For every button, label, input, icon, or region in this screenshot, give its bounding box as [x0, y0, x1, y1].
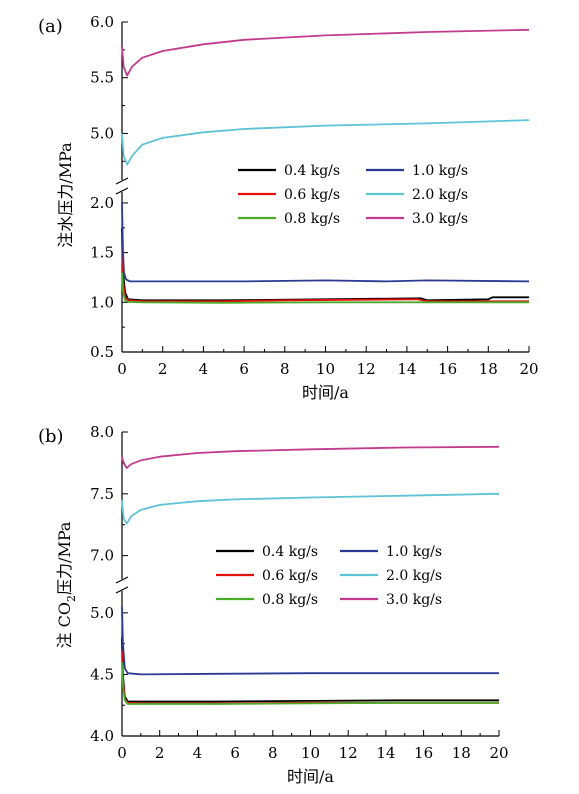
x-tick-label: 6	[239, 360, 249, 378]
y-tick-label: 5.0	[90, 124, 114, 142]
x-tick-label: 12	[357, 360, 376, 378]
x-tick-label: 20	[489, 744, 508, 762]
x-tick-label: 2	[155, 744, 165, 762]
series-line	[121, 445, 500, 469]
x-tick-label: 10	[316, 360, 335, 378]
x-axis-label: 时间/a	[287, 767, 334, 786]
y-tick-label: 4.0	[90, 727, 114, 745]
y-axis-label-subscript: 2	[65, 595, 78, 602]
legend-label: 3.0 kg/s	[386, 592, 442, 608]
y-axis-label: 注 CO2压力/MPa	[55, 521, 78, 648]
series-line	[121, 637, 499, 703]
axis-break-mark	[115, 586, 129, 594]
axis-break-mark	[115, 177, 129, 185]
legend-label: 0.8 kg/s	[262, 592, 318, 608]
axis-break-mark	[115, 187, 129, 195]
x-tick-label: 4	[193, 744, 203, 762]
legend-label: 1.0 kg/s	[412, 163, 468, 179]
y-axis-label-part: 压力/MPa	[55, 521, 74, 595]
x-tick-label: 18	[452, 744, 471, 762]
series-line	[121, 227, 529, 302]
x-tick-label: 2	[158, 360, 168, 378]
panel-label: (a)	[38, 16, 63, 37]
x-tick-label: 8	[268, 744, 278, 762]
y-tick-label: 1.5	[90, 244, 114, 262]
legend-label: 1.0 kg/s	[386, 544, 442, 560]
axis-break-mark	[115, 576, 129, 584]
x-tick-label: 14	[376, 744, 395, 762]
legend-label: 0.4 kg/s	[262, 544, 318, 560]
legend-label: 0.4 kg/s	[284, 163, 340, 179]
series-line	[121, 606, 499, 676]
y-tick-label: 7.5	[90, 485, 114, 503]
series-line	[121, 202, 530, 283]
panel-a: (a) 0 2 4 6 8 10 12 14 16 18 20 0.5 1.0 1.5 2.0 5.0 5.5 6.…	[38, 13, 539, 402]
series-line	[121, 492, 500, 525]
series-line	[121, 242, 529, 303]
y-tick-label: 5.5	[90, 69, 114, 87]
x-tick-label: 16	[438, 360, 457, 378]
legend-label: 0.6 kg/s	[262, 568, 318, 584]
series-line	[121, 662, 499, 705]
series-line	[121, 28, 530, 77]
panel-b: (b) 0 2 4 6 8 10 12 14 16 18 20 4.0 4.5 5.0 7.0 7.5 8.0 时间…	[38, 423, 509, 786]
x-tick-label: 0	[117, 360, 127, 378]
x-axis-label: 时间/a	[302, 383, 349, 402]
y-tick-label: 6.0	[90, 13, 114, 31]
y-tick-label: 5.0	[90, 604, 114, 622]
series-line	[121, 649, 499, 705]
x-tick-label: 4	[199, 360, 209, 378]
x-tick-label: 8	[280, 360, 290, 378]
y-tick-label: 8.0	[90, 423, 114, 441]
legend-label: 0.6 kg/s	[284, 187, 340, 203]
series-line	[121, 119, 530, 166]
y-tick-label: 1.0	[90, 293, 114, 311]
y-tick-label: 2.0	[90, 194, 114, 212]
y-axis-label: 注水压力/MPa	[56, 142, 75, 248]
legend-label: 0.8 kg/s	[284, 211, 340, 227]
y-tick-label: 0.5	[90, 343, 114, 361]
y-tick-label: 7.0	[90, 547, 114, 565]
x-tick-label: 0	[117, 744, 127, 762]
x-tick-label: 12	[339, 744, 358, 762]
series-line	[121, 272, 529, 304]
x-tick-label: 20	[519, 360, 538, 378]
x-tick-label: 6	[230, 744, 240, 762]
panel-label: (b)	[38, 426, 64, 447]
y-axis-label-part: 注 CO	[55, 602, 74, 648]
legend-label: 3.0 kg/s	[412, 211, 468, 227]
x-tick-label: 10	[301, 744, 320, 762]
y-tick-label: 4.5	[90, 665, 114, 683]
legend-label: 2.0 kg/s	[412, 187, 468, 203]
x-tick-label: 18	[479, 360, 498, 378]
x-tick-label: 16	[414, 744, 433, 762]
legend-label: 2.0 kg/s	[386, 568, 442, 584]
x-tick-label: 14	[397, 360, 416, 378]
